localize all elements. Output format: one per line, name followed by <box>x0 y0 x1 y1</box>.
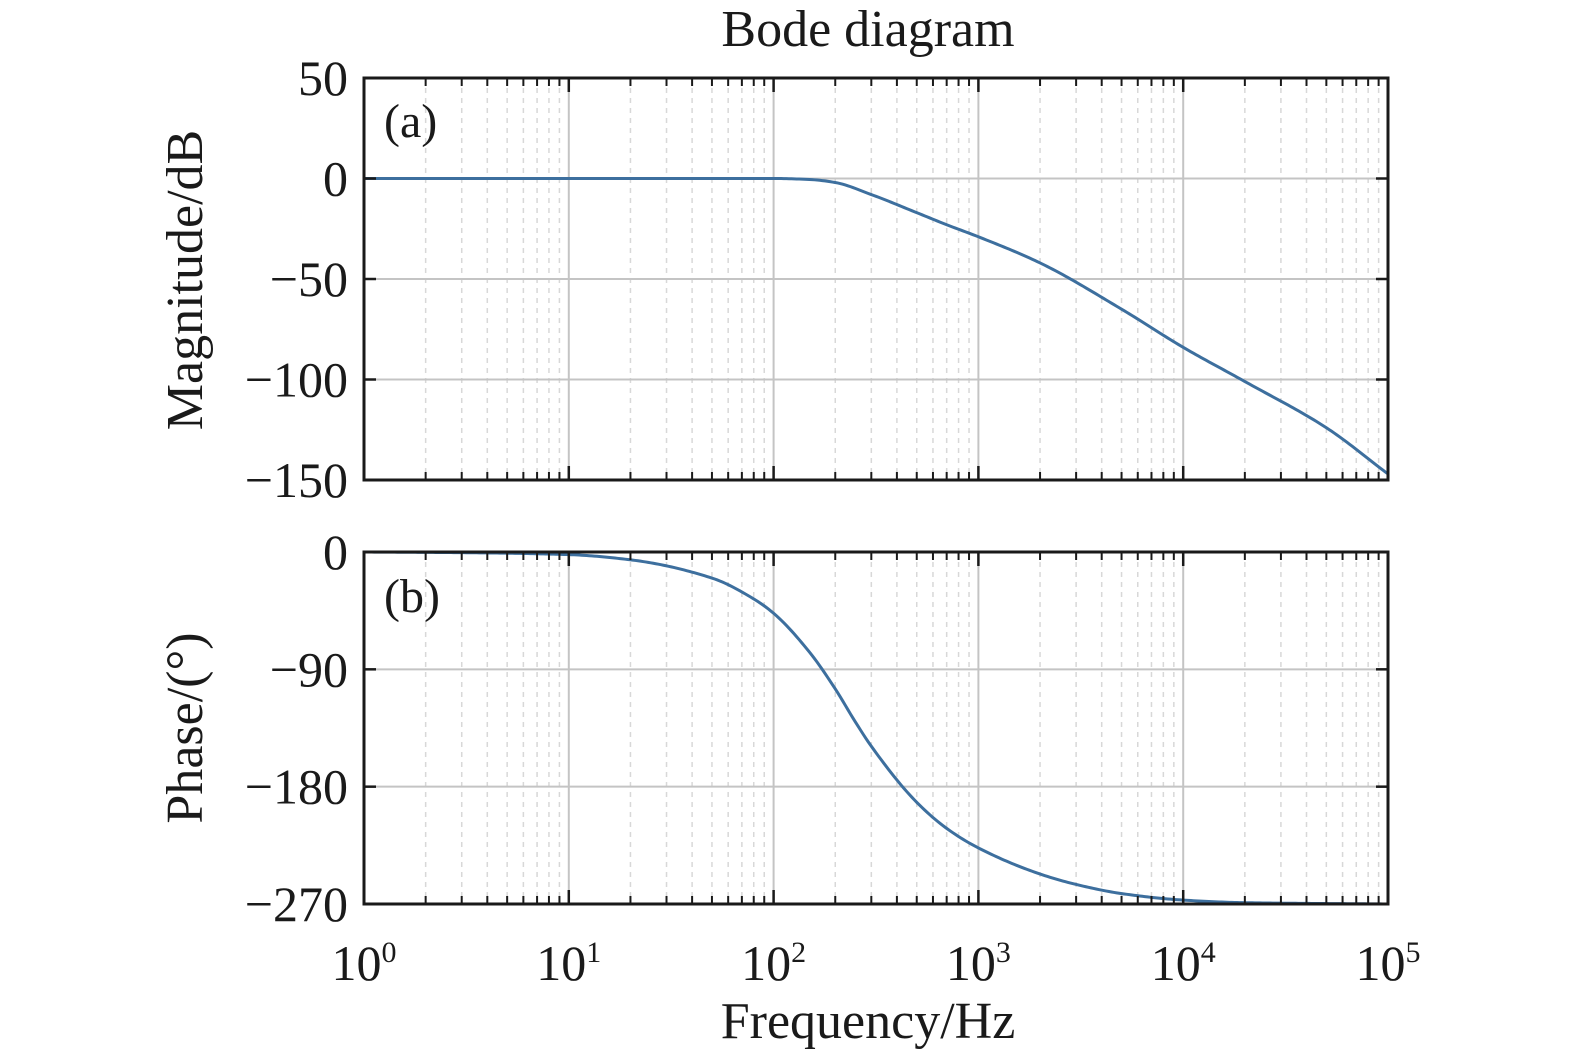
phase-panel-tag: (b) <box>384 570 440 623</box>
mag-ytick-label: −50 <box>270 251 348 307</box>
phase-ylabel: Phase/(°) <box>157 632 214 823</box>
mag-frame-box <box>362 76 1390 482</box>
chart-title: Bode diagram <box>721 1 1014 58</box>
mag-curve <box>364 177 1389 476</box>
ph-ytick-label: −270 <box>245 876 348 932</box>
magnitude-axes <box>362 76 1390 482</box>
mag-ytick-label: −100 <box>245 352 348 408</box>
ph-ytick-label: 0 <box>323 524 348 580</box>
ph-frame-box <box>362 550 1390 906</box>
ph-curve <box>363 550 1389 906</box>
magnitude-grid <box>364 78 1388 480</box>
x-tick-label: 100 <box>332 935 397 991</box>
magnitude-panel: 50 0 −50 −100 −150 (a) Magnitude/dB <box>157 50 1390 508</box>
magnitude-series <box>364 177 1389 476</box>
phase-ytick-labels: 0 −90 −180 −270 <box>245 524 348 932</box>
phase-panel: 0 −90 −180 −270 (b) Phase/(°) <box>157 524 1390 932</box>
phase-grid <box>364 552 1388 904</box>
ph-ytick-label: −180 <box>245 759 348 815</box>
x-axis-label: Frequency/Hz <box>721 993 1016 1050</box>
mag-ytick-label: −150 <box>245 452 348 508</box>
magnitude-ylabel: Magnitude/dB <box>157 130 214 430</box>
magnitude-panel-tag: (a) <box>384 95 437 148</box>
x-tick-label: 102 <box>741 935 806 991</box>
mag-ytick-label: 0 <box>323 151 348 207</box>
phase-series <box>363 550 1389 906</box>
ph-ytick-label: −90 <box>270 641 348 697</box>
x-tick-label: 104 <box>1151 935 1216 991</box>
x-tick-label: 103 <box>946 935 1011 991</box>
x-tick-labels: 100 101 102 103 104 105 <box>332 935 1421 991</box>
magnitude-ytick-labels: 50 0 −50 −100 −150 <box>245 50 348 508</box>
phase-axes <box>362 550 1390 906</box>
mag-ytick-label: 50 <box>298 50 348 106</box>
x-tick-label: 105 <box>1356 935 1421 991</box>
x-tick-label: 101 <box>536 935 601 991</box>
